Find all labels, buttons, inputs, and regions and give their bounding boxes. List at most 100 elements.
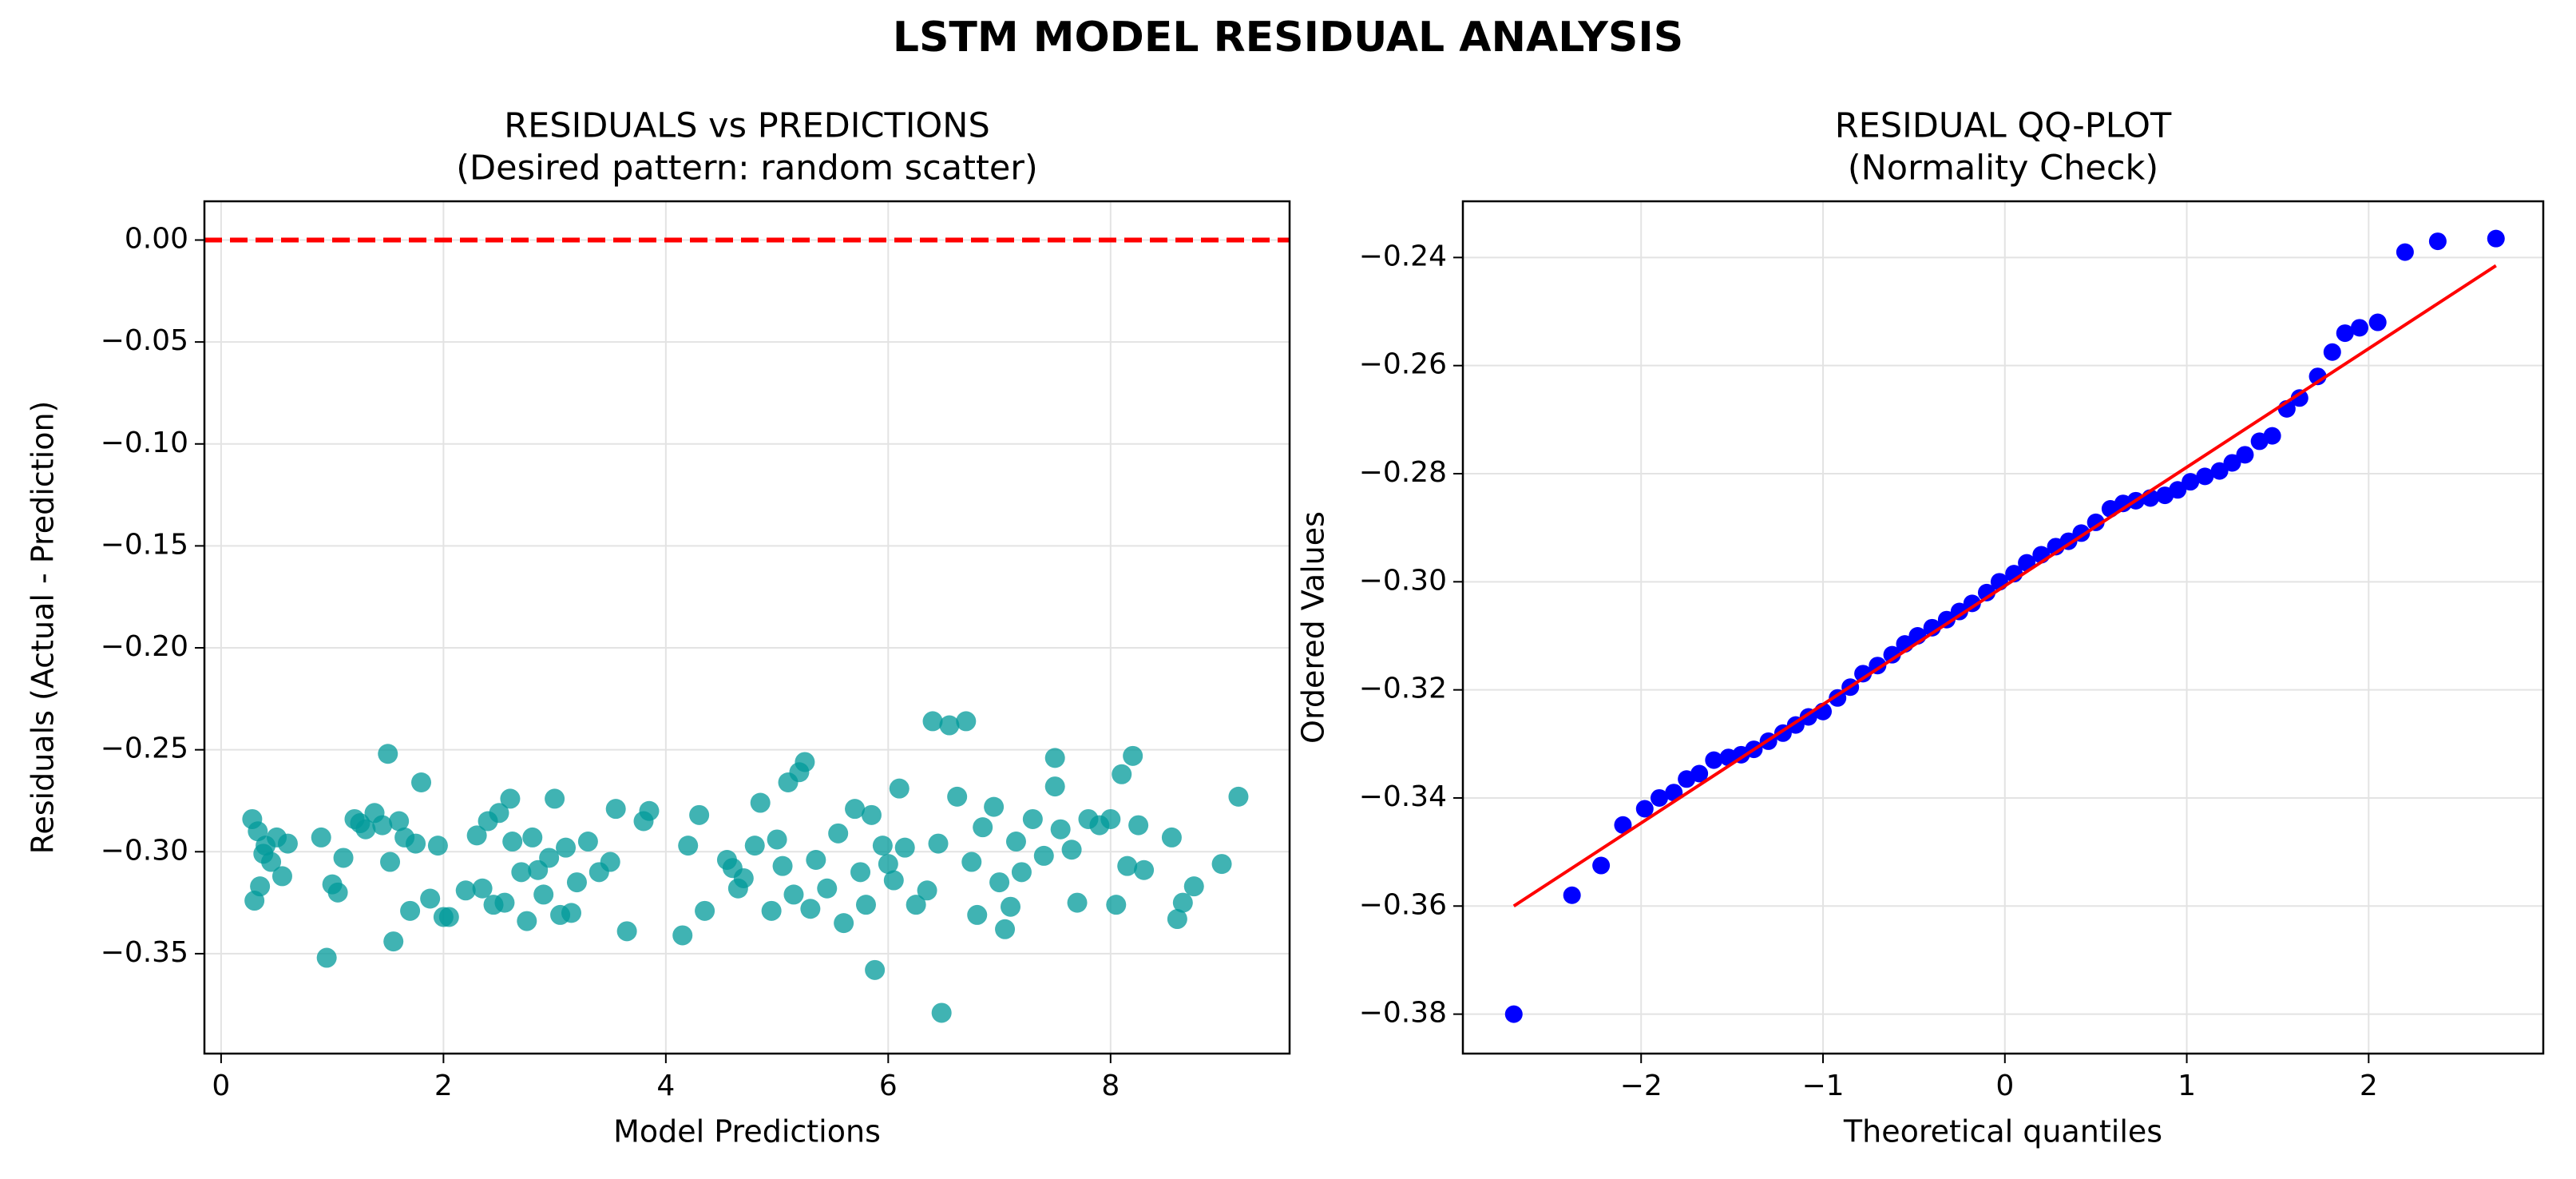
point: [355, 819, 376, 840]
point: [939, 715, 960, 736]
point: [928, 833, 949, 854]
point: [750, 792, 771, 813]
point: [561, 903, 581, 923]
point: [961, 852, 982, 872]
point: [2368, 313, 2387, 331]
subplot: RESIDUALS vs PREDICTIONS(Desired pattern…: [26, 106, 1291, 1149]
y-axis-label: Ordered Values: [1296, 511, 1331, 744]
point: [947, 786, 968, 807]
point: [2428, 232, 2447, 251]
point: [1504, 1005, 1523, 1023]
point: [517, 911, 537, 931]
y-tick-label: 0.00: [125, 223, 188, 256]
point: [672, 925, 693, 946]
point: [806, 850, 826, 870]
point: [502, 832, 523, 852]
x-tick-label: 0: [1995, 1070, 2014, 1102]
point: [767, 829, 787, 850]
point: [889, 778, 910, 799]
point: [883, 870, 904, 891]
point: [995, 919, 1016, 939]
y-tick-label: −0.38: [1359, 997, 1447, 1030]
point: [2169, 481, 2187, 499]
point: [861, 804, 882, 825]
point: [1022, 808, 1043, 829]
point: [1128, 815, 1149, 836]
point: [1044, 748, 1065, 768]
y-tick-label: −0.05: [101, 324, 188, 357]
point: [2236, 446, 2254, 464]
point: [772, 855, 793, 876]
point: [327, 882, 348, 903]
point: [420, 888, 441, 909]
point: [500, 788, 521, 809]
point: [1563, 886, 1581, 904]
point: [378, 744, 398, 764]
point: [455, 880, 476, 901]
point: [406, 833, 426, 854]
point: [1950, 602, 1968, 621]
point: [931, 1002, 952, 1023]
point: [2323, 343, 2341, 361]
point: [316, 947, 337, 968]
point: [800, 899, 821, 919]
point: [817, 878, 838, 899]
point: [577, 832, 598, 852]
point: [472, 878, 493, 899]
point: [2350, 319, 2368, 337]
y-tick-label: −0.32: [1359, 673, 1447, 705]
plot-frame: [203, 200, 1291, 1055]
y-tick-label: −0.34: [1359, 780, 1447, 813]
point: [511, 862, 532, 883]
point: [956, 711, 977, 732]
x-tick-label: 2: [434, 1070, 453, 1102]
point: [2087, 513, 2105, 531]
point: [400, 900, 421, 921]
x-tick-label: 1: [2178, 1070, 2196, 1102]
point: [2196, 467, 2214, 486]
point: [1100, 808, 1121, 829]
y-tick-label: −0.28: [1359, 456, 1447, 489]
point: [545, 788, 565, 809]
point: [894, 837, 915, 858]
point: [1978, 583, 1995, 601]
point: [855, 895, 876, 915]
point: [1635, 800, 1654, 818]
point: [967, 904, 988, 925]
x-tick-label: 4: [656, 1070, 675, 1102]
point: [1001, 896, 1021, 917]
x-tick-label: 2: [2360, 1070, 2378, 1102]
point: [383, 931, 404, 952]
point: [1651, 788, 1668, 807]
point: [1172, 892, 1193, 913]
x-tick-label: 6: [879, 1070, 898, 1102]
point: [917, 880, 937, 901]
point: [271, 866, 292, 887]
point: [380, 852, 401, 872]
point: [689, 804, 710, 825]
point: [372, 815, 393, 836]
point: [566, 872, 587, 893]
subplot-subtitle: (Desired pattern: random scatter): [456, 149, 1037, 189]
point: [2487, 229, 2505, 248]
x-tick-label: 0: [212, 1070, 230, 1102]
point: [1112, 764, 1132, 784]
point: [1061, 840, 1082, 860]
fit-line: [1512, 264, 2497, 907]
point: [1117, 855, 1138, 876]
x-tick-label: −2: [1620, 1070, 1663, 1102]
point: [1161, 827, 1182, 848]
subplot-title: RESIDUAL QQ-PLOT: [1835, 106, 2172, 146]
point: [311, 827, 331, 848]
plot-frame: [1461, 200, 2545, 1055]
subplot-subtitle: (Normality Check): [1848, 149, 2158, 189]
y-tick-label: −0.35: [101, 936, 188, 969]
point: [761, 900, 782, 921]
x-tick-label: 8: [1101, 1070, 1120, 1102]
point: [989, 872, 1010, 893]
point: [1854, 665, 1873, 683]
point: [1033, 845, 1054, 866]
point: [973, 817, 993, 838]
point: [878, 854, 898, 875]
